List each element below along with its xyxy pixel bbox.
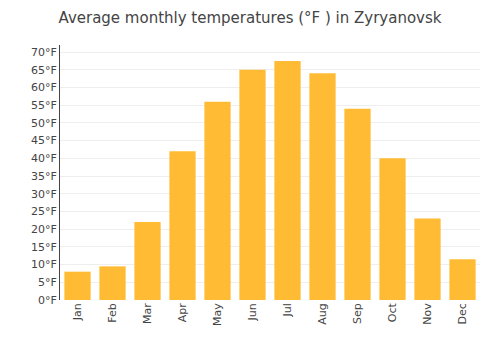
svg-text:40°F: 40°F — [31, 152, 57, 165]
svg-text:55°F: 55°F — [31, 99, 57, 112]
svg-text:5°F: 5°F — [38, 276, 57, 289]
svg-text:0°F: 0°F — [38, 294, 57, 307]
svg-text:35°F: 35°F — [31, 170, 57, 183]
svg-text:45°F: 45°F — [31, 134, 57, 147]
svg-text:60°F: 60°F — [31, 81, 57, 94]
svg-text:25°F: 25°F — [31, 205, 57, 218]
svg-text:Dec: Dec — [456, 303, 469, 324]
svg-text:15°F: 15°F — [31, 241, 57, 254]
svg-text:70°F: 70°F — [31, 46, 57, 59]
svg-text:Jul: Jul — [281, 303, 294, 317]
svg-text:Oct: Oct — [386, 303, 399, 323]
svg-text:Sep: Sep — [351, 303, 364, 324]
svg-text:Jan: Jan — [71, 303, 84, 321]
svg-text:Average monthly temperatures (: Average monthly temperatures (°F ) in Zy… — [59, 9, 442, 27]
svg-text:Mar: Mar — [141, 303, 154, 324]
svg-text:Nov: Nov — [421, 303, 434, 325]
svg-text:Jun: Jun — [246, 303, 259, 321]
svg-text:May: May — [211, 303, 224, 326]
svg-text:30°F: 30°F — [31, 188, 57, 201]
svg-text:65°F: 65°F — [31, 64, 57, 77]
svg-text:50°F: 50°F — [31, 117, 57, 130]
svg-text:Aug: Aug — [316, 303, 329, 324]
svg-text:Feb: Feb — [106, 303, 119, 322]
svg-text:Apr: Apr — [176, 303, 189, 323]
svg-text:10°F: 10°F — [31, 258, 57, 271]
svg-text:20°F: 20°F — [31, 223, 57, 236]
